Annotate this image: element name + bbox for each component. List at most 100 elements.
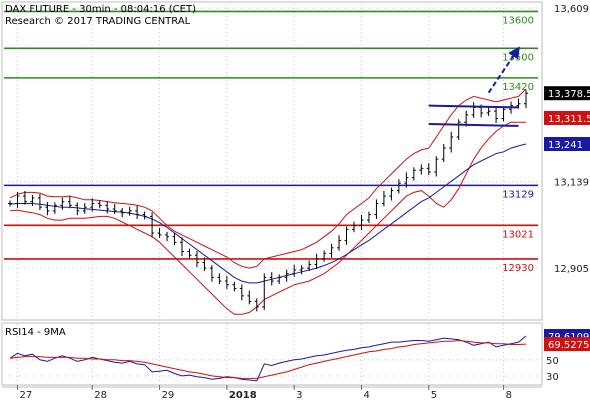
price-bar	[411, 167, 416, 181]
rsi-series-rsi-ma	[9, 339, 527, 379]
level-label-13420: 13420	[502, 82, 534, 93]
x-tick-27: 27	[19, 390, 32, 400]
rsi-y-tick-50: 50	[546, 356, 559, 367]
price-bar	[292, 264, 297, 277]
price-bars	[8, 90, 528, 312]
price-bar	[120, 207, 125, 218]
price-bar	[307, 260, 312, 272]
price-bar	[389, 187, 394, 201]
price-bar	[352, 221, 356, 233]
price-bar	[239, 284, 244, 301]
x-tick-29: 29	[162, 390, 175, 400]
research-credit: Research © 2017 TRADING CENTRAL	[5, 16, 191, 27]
price-bar	[277, 274, 282, 285]
price-bar	[374, 199, 379, 219]
svg-text:13,378.5: 13,378.5	[548, 89, 590, 100]
price-bar	[82, 203, 87, 214]
price-bar	[337, 235, 342, 251]
price-bar	[322, 250, 327, 262]
rsi-series-rsi	[9, 335, 527, 382]
price-badge-0: 13,378.5	[544, 86, 590, 101]
x-tick-28: 28	[94, 390, 107, 400]
price-bar	[269, 272, 274, 286]
price-bar	[8, 200, 12, 207]
series-bollinger-upper	[9, 88, 527, 269]
price-bar	[37, 193, 42, 211]
price-bar	[254, 298, 259, 312]
price-bar	[329, 243, 334, 258]
level-label-13500: 13500	[502, 52, 534, 63]
price-bar	[247, 290, 252, 305]
channel-line-0	[428, 104, 519, 109]
level-label-12930: 12930	[502, 263, 534, 274]
y-tick-13,609: 13,609	[554, 4, 589, 15]
price-bar	[396, 179, 401, 194]
price-bar	[180, 237, 184, 256]
price-bar	[217, 273, 222, 285]
price-bar	[45, 202, 50, 216]
price-bar	[381, 190, 386, 207]
price-bar	[157, 227, 162, 238]
price-bar	[486, 107, 491, 116]
rsi-title: RSI14 - 9MA	[5, 327, 66, 338]
value-badges: 13,378.513,311.513,24179.610969.5275	[544, 86, 590, 352]
price-gridlines	[8, 4, 538, 384]
price-bar	[224, 275, 229, 290]
series-bollinger-lower	[9, 121, 526, 315]
price-bar	[359, 214, 364, 231]
price-bar	[262, 273, 267, 310]
price-y-axis: 13,609 13,139 12,905	[554, 4, 589, 275]
price-bar	[284, 269, 289, 282]
price-bar	[194, 251, 199, 268]
price-bar	[135, 205, 140, 219]
x-tick-3: 3	[296, 390, 302, 400]
price-bar	[456, 119, 461, 140]
y-tick-12,905: 12,905	[554, 264, 589, 275]
svg-text:69.5275: 69.5275	[548, 340, 589, 351]
price-bar	[150, 212, 155, 238]
price-badge-1: 13,311.5	[544, 110, 590, 125]
price-bar	[202, 257, 207, 272]
price-bar	[299, 265, 304, 275]
price-bar	[165, 231, 170, 242]
price-bar	[142, 211, 147, 220]
x-tick-8: 8	[506, 390, 512, 400]
price-bar	[314, 253, 319, 269]
level-label-13600: 13600	[502, 15, 534, 26]
chart-title: DAX FUTURE - 30min - 08:04:16 (CET)	[5, 4, 196, 15]
y-tick-13,139: 13,139	[554, 178, 589, 189]
price-bar	[67, 196, 72, 209]
price-bar	[75, 202, 80, 216]
price-bar	[426, 163, 431, 176]
price-bar	[434, 156, 439, 177]
x-tick-4: 4	[363, 390, 369, 400]
price-bar	[209, 265, 214, 282]
svg-text:13,241: 13,241	[548, 140, 583, 151]
price-bar	[524, 90, 528, 109]
price-bar	[22, 190, 27, 205]
price-bar	[172, 232, 177, 246]
annotations	[428, 46, 520, 127]
price-bar	[60, 197, 65, 210]
price-bar	[105, 201, 110, 214]
price-bar	[15, 192, 20, 208]
price-bar	[344, 226, 349, 245]
indicator-lines	[9, 88, 527, 315]
price-bar	[232, 281, 237, 292]
price-bar	[30, 194, 35, 207]
price-badge-2: 13,241	[544, 137, 590, 152]
price-bar	[366, 211, 371, 224]
level-label-13021: 13021	[502, 229, 534, 240]
time-x-axis: 27 28 29 2018 3 4 5 8	[2, 385, 542, 401]
key-levels: 13600 13500 13420 13129 13021 12930	[4, 10, 538, 274]
channel-line-1	[428, 123, 519, 127]
price-bar	[90, 198, 95, 212]
x-tick-2018: 2018	[229, 390, 257, 400]
price-bar	[441, 144, 446, 163]
price-bar	[449, 131, 454, 153]
rsi-y-tick-30: 30	[546, 372, 559, 383]
price-bar	[52, 202, 57, 214]
series-moving-average	[9, 143, 527, 284]
